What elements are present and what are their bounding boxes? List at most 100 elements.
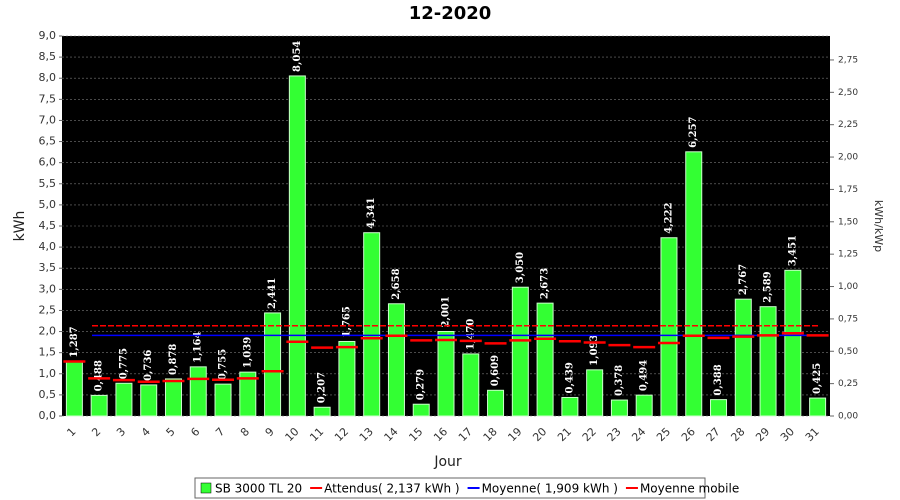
value-label: 1,164 [193, 331, 204, 362]
value-label: 0,388 [713, 364, 724, 395]
y-tick-label: 8,5 [39, 50, 57, 63]
y-tick-label: 5,0 [39, 198, 57, 211]
value-label: 0,755 [218, 349, 229, 380]
value-label: 0,488 [94, 360, 105, 391]
legend-label: Moyenne( 1,909 kWh ) [482, 482, 618, 496]
value-label: 0,736 [143, 350, 154, 381]
bar [710, 399, 728, 417]
legend-swatch [200, 482, 212, 494]
x-tick-label: 16 [431, 425, 450, 444]
bar [536, 302, 554, 417]
bar [363, 232, 381, 417]
x-tick-label: 2 [89, 425, 103, 439]
y-tick-label: 3,5 [39, 261, 57, 274]
value-label: 3,050 [515, 252, 526, 283]
bar [387, 303, 405, 417]
y-tick-label: 4,0 [39, 240, 57, 253]
value-label: 6,257 [688, 116, 699, 147]
value-label: 1,093 [589, 334, 600, 365]
value-label: 2,658 [391, 268, 402, 299]
bar [561, 396, 579, 417]
value-label: 4,222 [663, 202, 674, 233]
value-label: 2,673 [540, 268, 551, 299]
value-label: 0,439 [564, 362, 575, 393]
value-label: 0,609 [490, 355, 501, 386]
bar [487, 389, 505, 417]
x-tick-label: 13 [357, 425, 376, 444]
x-tick-label: 26 [679, 425, 698, 444]
y-tick-label: 9,0 [39, 29, 57, 42]
x-tick-label: 11 [307, 425, 326, 444]
legend-label: Moyenne mobile [640, 482, 739, 496]
value-label: 0,378 [614, 365, 625, 396]
y2-tick-label: 0,50 [838, 347, 858, 357]
bar [635, 394, 653, 417]
y2-tick-label: 2,00 [838, 153, 858, 163]
value-label: 2,767 [738, 264, 749, 295]
bar [288, 75, 306, 417]
bar [264, 312, 282, 417]
x-tick-label: 6 [188, 425, 202, 439]
value-label: 4,341 [366, 197, 377, 228]
bar [239, 371, 257, 417]
x-tick-label: 14 [382, 425, 401, 444]
y-tick-label: 7,5 [39, 92, 57, 105]
bar [784, 269, 802, 417]
x-tick-label: 8 [238, 425, 252, 439]
x-tick-label: 30 [778, 425, 797, 444]
bar [65, 361, 83, 417]
bar [338, 340, 356, 417]
bar [313, 406, 331, 417]
x-tick-label: 23 [605, 425, 624, 444]
x-tick-label: 27 [704, 425, 723, 444]
value-label: 2,441 [267, 278, 278, 309]
legend [194, 477, 706, 499]
y-tick-label: 1,5 [39, 346, 57, 359]
x-tick-label: 20 [530, 425, 549, 444]
legend-label: SB 3000 TL 20 [215, 482, 302, 496]
x-tick-label: 25 [654, 425, 673, 444]
value-label: 1,039 [242, 337, 253, 368]
chart-title: 12-2020 [409, 3, 492, 24]
x-tick-label: 12 [332, 425, 351, 444]
x-tick-label: 3 [114, 425, 128, 439]
y2-tick-label: 2,75 [838, 55, 858, 65]
bar [610, 399, 628, 417]
y-tick-label: 2,0 [39, 325, 57, 338]
legend-label: Attendus( 2,137 kWh ) [324, 482, 459, 496]
value-label: 0,279 [416, 369, 427, 400]
bar [437, 331, 455, 417]
x-tick-label: 28 [728, 425, 747, 444]
bar [189, 366, 207, 417]
bar [412, 403, 430, 417]
x-tick-label: 21 [555, 425, 574, 444]
y-tick-label: 8,0 [39, 71, 57, 84]
x-tick-label: 1 [64, 425, 78, 439]
y2-tick-label: 1,50 [838, 217, 858, 227]
value-label: 1,470 [465, 319, 476, 350]
y2-tick-label: 1,75 [838, 185, 858, 195]
x-tick-label: 22 [580, 425, 599, 444]
value-label: 1,287 [69, 326, 80, 357]
bar [115, 382, 133, 417]
value-label: 8,054 [292, 41, 303, 72]
value-label: 0,207 [317, 372, 328, 403]
value-label: 0,494 [639, 360, 650, 391]
y2-tick-label: 1,00 [838, 282, 858, 292]
y-tick-label: 7,0 [39, 113, 57, 126]
y2-tick-label: 1,25 [838, 250, 858, 260]
x-tick-label: 24 [629, 425, 648, 444]
bar [90, 394, 108, 417]
y-tick-label: 6,5 [39, 135, 57, 148]
bar [660, 237, 678, 417]
bar [586, 369, 604, 417]
x-tick-label: 9 [263, 425, 277, 439]
value-label: 0,425 [812, 363, 823, 394]
bar [685, 151, 703, 417]
bar [214, 383, 232, 417]
y2-tick-label: 2,50 [838, 88, 858, 98]
y2-tick-label: 2,25 [838, 120, 858, 130]
x-tick-label: 19 [505, 425, 524, 444]
y-axis-title: kWh [12, 211, 28, 242]
y2-tick-label: 0,75 [838, 314, 858, 324]
